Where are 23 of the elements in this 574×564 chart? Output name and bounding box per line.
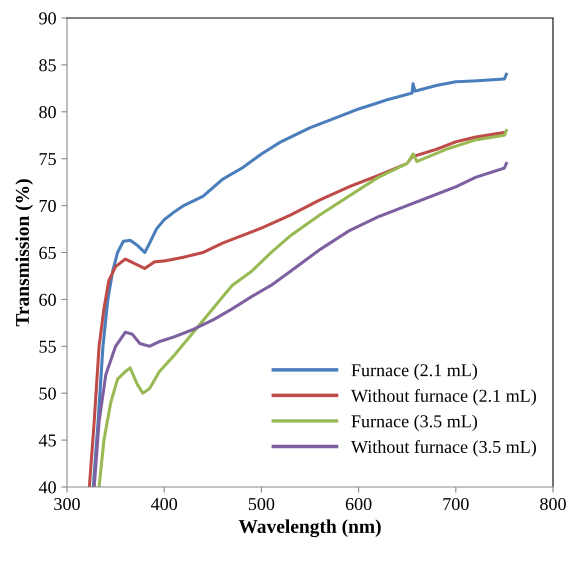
y-tick-label: 80: [39, 106, 56, 118]
x-tick-label: 400: [151, 498, 178, 510]
y-tick-label: 55: [40, 340, 56, 353]
y-tick-label: 40: [38, 481, 56, 494]
legend-label: Without furnace (3.5 mL): [350, 440, 536, 457]
y-tick-label: 85: [39, 59, 56, 72]
y-tick-label: 65: [39, 246, 56, 259]
y-tick-label: 75: [40, 153, 56, 166]
x-tick-label: 600: [346, 498, 372, 510]
y-tick-label: 60: [39, 294, 56, 306]
x-tick-label: 500: [248, 498, 274, 510]
legend-label: Furnace (3.5 mL): [351, 414, 478, 432]
y-tick-label: 45: [38, 434, 56, 447]
y-axis-title: Transmission (%): [15, 179, 33, 326]
x-tick-label: 700: [443, 498, 469, 510]
legend-label: Without furnace (2.1 mL): [350, 389, 536, 406]
x-tick-label: 300: [54, 498, 80, 510]
y-tick-label: 50: [40, 387, 56, 400]
x-tick-label: 800: [540, 498, 566, 510]
y-tick-label: 70: [40, 200, 56, 212]
y-tick-label: 90: [39, 12, 56, 24]
legend-label: Furnace (2.1 mL): [351, 364, 478, 380]
x-axis-title: Wavelength (nm): [238, 519, 381, 538]
